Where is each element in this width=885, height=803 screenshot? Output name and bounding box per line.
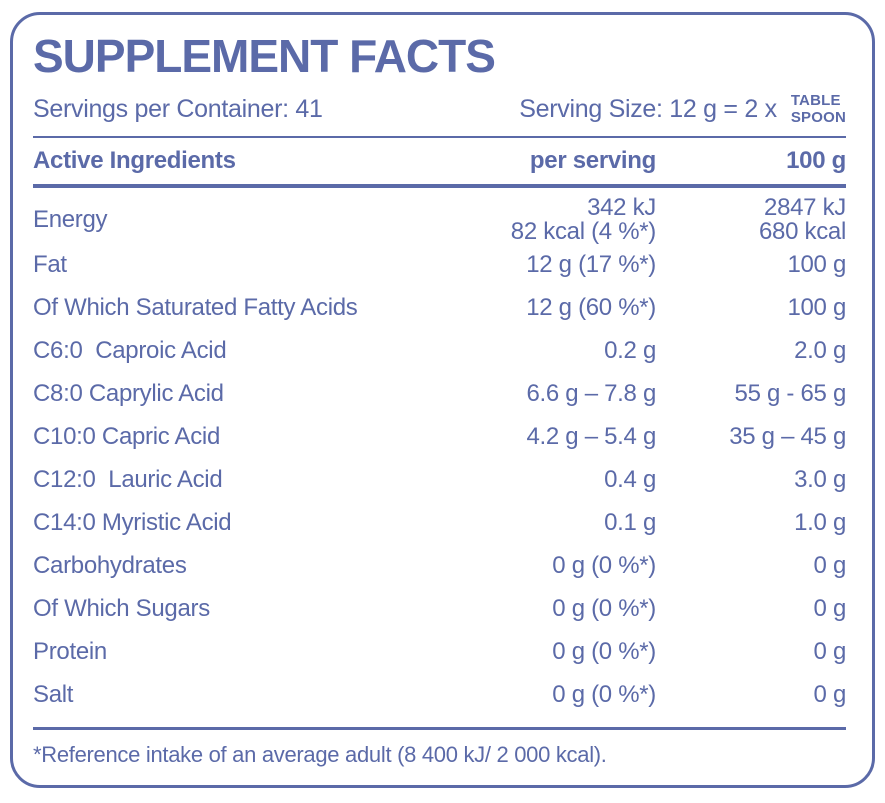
row-per-serving: 0.2 g <box>604 337 656 364</box>
row-per-100g: 35 g – 45 g <box>729 423 846 450</box>
row-label: C8:0 Caprylic Acid <box>33 380 224 407</box>
row-per-serving: 0.1 g <box>604 509 656 536</box>
table-row: C6:0 Caproic Acid 0.2 g 2.0 g <box>33 330 846 373</box>
row-per-serving: 12 g (60 %*) <box>526 294 656 321</box>
row-per-100g: 1.0 g <box>794 509 846 536</box>
row-per-serving: 0.4 g <box>604 466 656 493</box>
row-per-100g: 3.0 g <box>794 466 846 493</box>
table-row: Of Which Saturated Fatty Acids 12 g (60 … <box>33 287 846 330</box>
row-per-100g: 0 g <box>813 638 847 665</box>
row-label: Salt <box>33 681 74 708</box>
energy-kcal-per-100g: 680 kcal <box>759 217 846 245</box>
row-per-100g: 55 g - 65 g <box>734 380 847 407</box>
row-per-100g: 2847 kJ 680 kcal <box>656 193 846 245</box>
row-label: Carbohydrates <box>33 552 187 579</box>
tablespoon-unit: TABLE SPOON <box>790 92 846 126</box>
table-row: C8:0 Caprylic Acid 6.6 g – 7.8 g 55 g - … <box>33 373 846 416</box>
table-row: C12:0 Lauric Acid 0.4 g 3.0 g <box>33 459 846 502</box>
divider-top <box>33 136 846 138</box>
serving-info-row: Servings per Container: 41 Serving Size:… <box>33 92 846 126</box>
row-per-serving: 342 kJ 82 kcal (4 %*) <box>501 193 657 245</box>
row-label: Protein <box>33 638 107 665</box>
row-label: Fat <box>33 251 67 278</box>
table-header-row: Active Ingredients per serving 100 g <box>33 138 846 184</box>
row-per-serving: 0 g (0 %*) <box>552 638 656 665</box>
reference-intake-note: *Reference intake of an average adult (8… <box>33 742 607 767</box>
row-per-serving: 6.6 g – 7.8 g <box>526 380 656 407</box>
row-per-100g: 0 g <box>813 595 847 622</box>
row-per-serving: 0 g (0 %*) <box>552 595 656 622</box>
row-label: C14:0 Myristic Acid <box>33 509 232 536</box>
row-per-serving: 12 g (17 %*) <box>526 251 656 278</box>
servings-per-container: Servings per Container: 41 <box>33 95 323 123</box>
row-per-serving: 0 g (0 %*) <box>552 681 656 708</box>
table-row: Fat 12 g (17 %*) 100 g <box>33 244 846 287</box>
energy-kcal-per-serving: 82 kcal (4 %*) <box>510 217 657 245</box>
table-row: Protein 0 g (0 %*) 0 g <box>33 631 846 674</box>
row-label: C6:0 Caproic Acid <box>33 337 227 364</box>
row-per-100g: 100 g <box>787 251 846 278</box>
column-header-100g: 100 g <box>786 147 846 174</box>
divider-header <box>33 184 846 188</box>
tablespoon-line2: SPOON <box>790 108 846 126</box>
supplement-facts-card: SUPPLEMENT FACTS Servings per Container:… <box>10 12 875 788</box>
table-row: Carbohydrates 0 g (0 %*) 0 g <box>33 545 846 588</box>
page-title: SUPPLEMENT FACTS <box>33 30 496 82</box>
column-header-ingredient: Active Ingredients <box>33 147 236 174</box>
row-label: C10:0 Capric Acid <box>33 423 220 450</box>
table-row: C14:0 Myristic Acid 0.1 g 1.0 g <box>33 502 846 545</box>
serving-size-group: Serving Size: 12 g = 2 x TABLE SPOON <box>519 92 846 126</box>
energy-kj-per-serving: 342 kJ <box>587 193 656 221</box>
table-row: Of Which Sugars 0 g (0 %*) 0 g <box>33 588 846 631</box>
divider-footer <box>33 726 846 730</box>
serving-size-text: Serving Size: 12 g = 2 x <box>519 95 777 123</box>
row-label: C12:0 Lauric Acid <box>33 466 223 493</box>
row-label: Of Which Sugars <box>33 595 210 622</box>
energy-kj-per-100g: 2847 kJ <box>764 193 846 221</box>
table-row: C10:0 Capric Acid 4.2 g – 5.4 g 35 g – 4… <box>33 416 846 459</box>
row-per-100g: 0 g <box>813 681 847 708</box>
row-per-serving: 0 g (0 %*) <box>552 552 656 579</box>
tablespoon-line1: TABLE <box>790 92 841 109</box>
table-row-energy: Energy 342 kJ 82 kcal (4 %*) 2847 kJ 680… <box>33 188 846 244</box>
row-label: Of Which Saturated Fatty Acids <box>33 294 358 321</box>
row-label: Energy <box>33 205 108 233</box>
table-row: Salt 0 g (0 %*) 0 g <box>33 674 846 717</box>
row-per-100g: 100 g <box>787 294 846 321</box>
row-per-100g: 0 g <box>813 552 847 579</box>
row-per-serving: 4.2 g – 5.4 g <box>526 423 656 450</box>
column-header-per-serving: per serving <box>529 147 656 174</box>
row-per-100g: 2.0 g <box>794 337 846 364</box>
